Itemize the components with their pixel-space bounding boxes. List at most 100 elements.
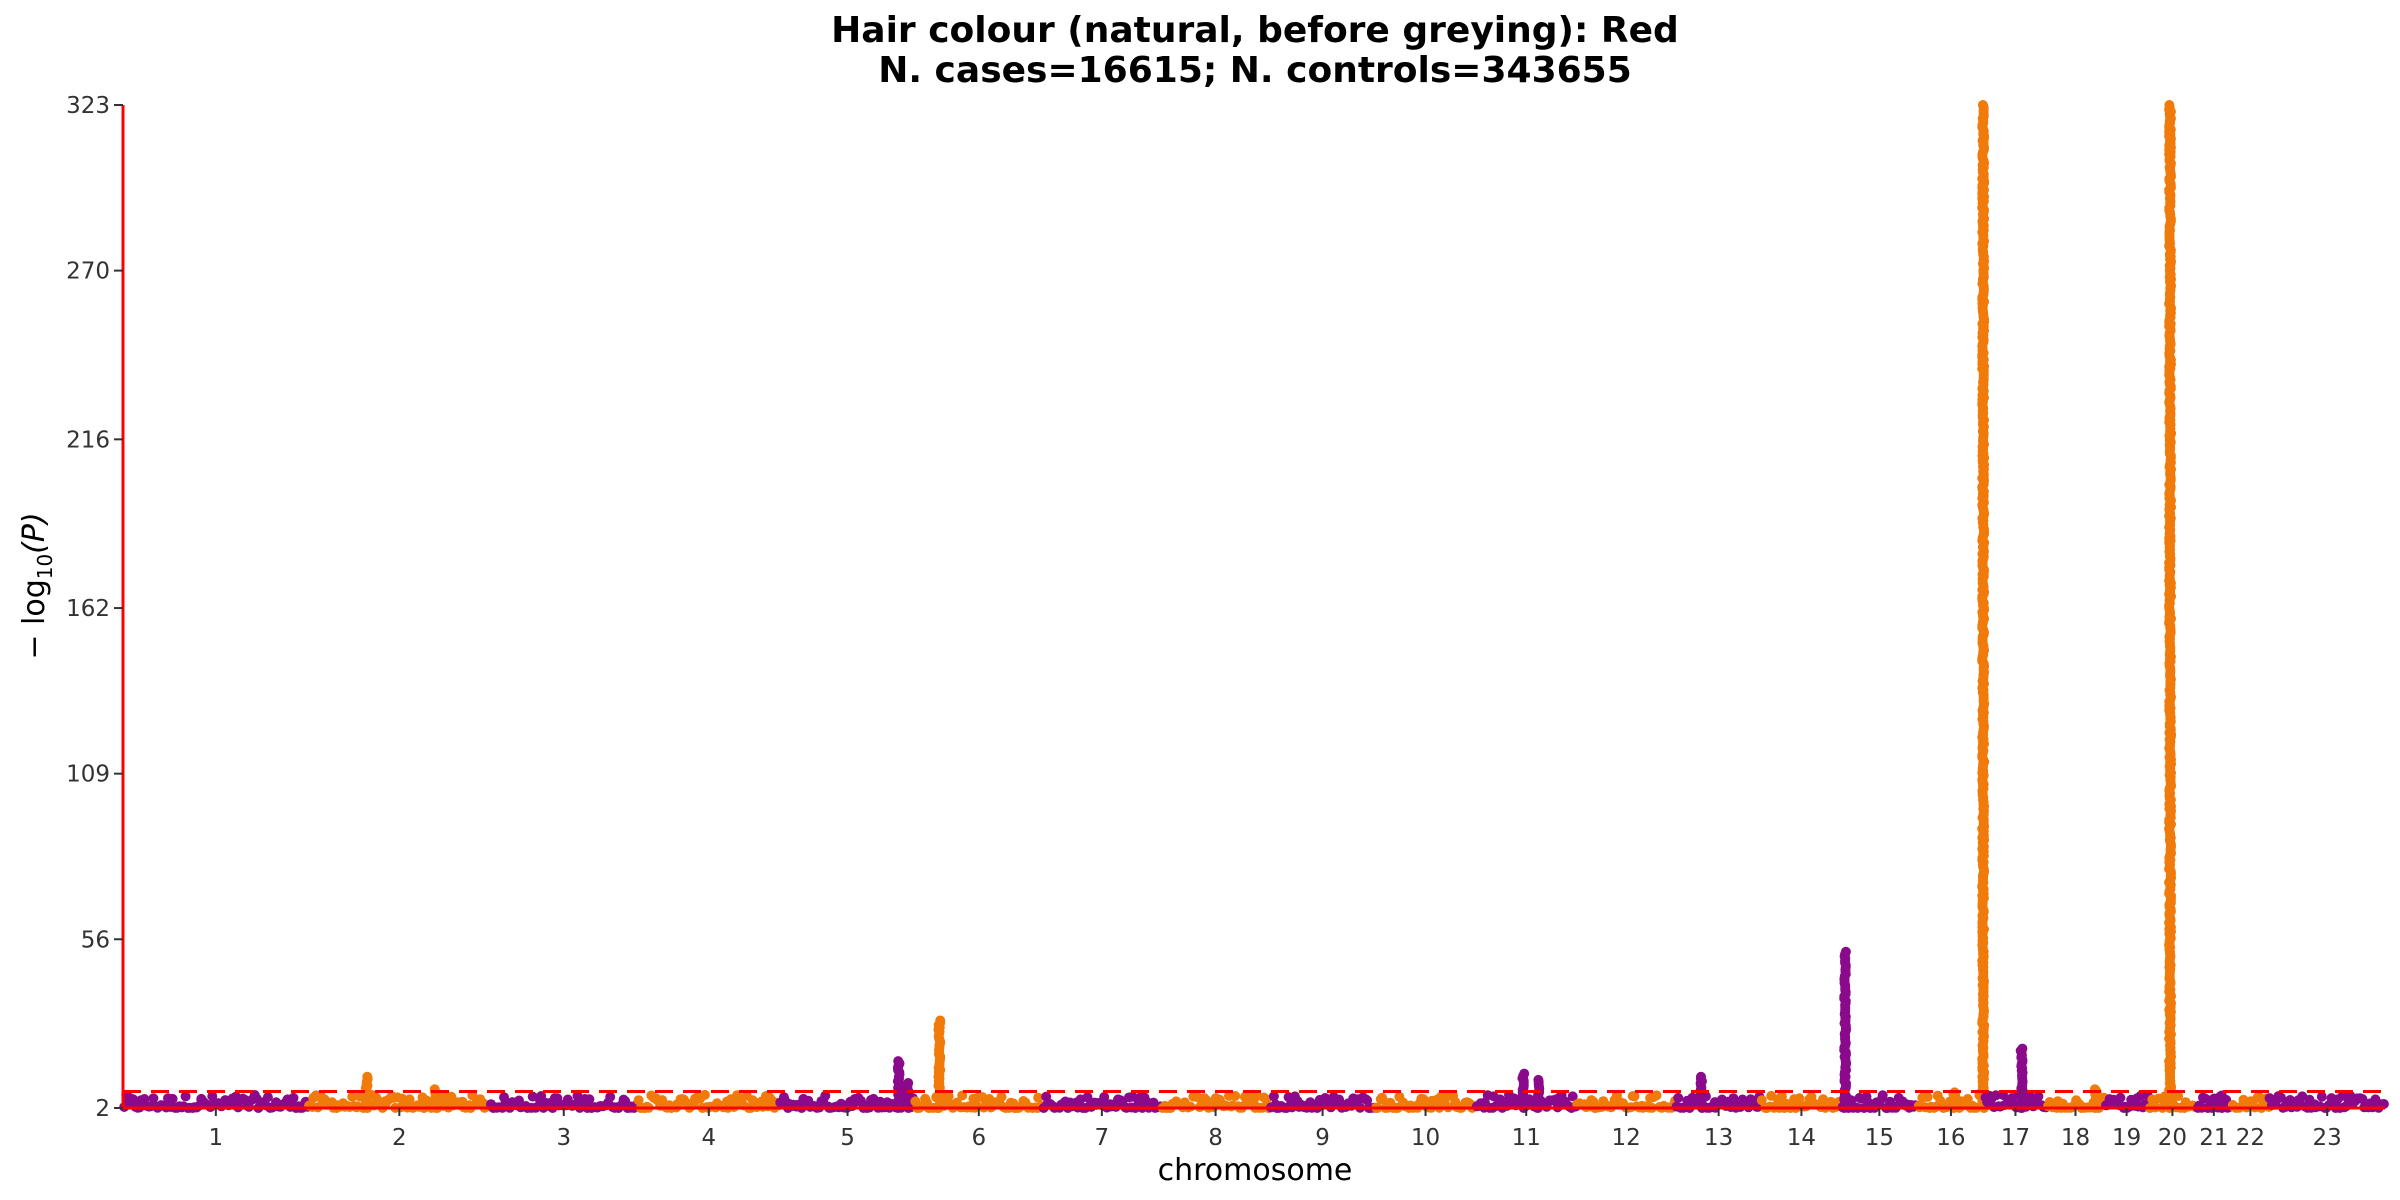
snp-point — [1418, 1094, 1429, 1105]
snp-point — [957, 1090, 968, 1101]
snp-point — [1629, 1091, 1640, 1102]
y-tick-label: 2 — [95, 1096, 110, 1122]
x-tick-label: 14 — [1787, 1125, 1816, 1151]
x-tick-label: 8 — [1208, 1125, 1223, 1151]
x-tick-label: 19 — [2112, 1125, 2141, 1151]
y-tick-label: 216 — [66, 427, 110, 453]
snp-point — [2216, 1090, 2227, 1101]
y-tick-label: 162 — [66, 596, 110, 622]
snp-point — [1696, 1071, 1706, 1082]
snp-point — [935, 1015, 946, 1026]
snp-point — [288, 1092, 299, 1103]
x-axis-title: chromosome — [1158, 1153, 1353, 1188]
y-axis-title-subscript: 10 — [33, 554, 57, 579]
snp-point — [207, 1091, 218, 1102]
x-tick-label: 7 — [1095, 1125, 1110, 1151]
chromosome-15-points — [1837, 946, 1921, 1113]
snp-point — [2164, 100, 2175, 110]
snp-point — [1673, 1092, 1684, 1103]
chart-title: Hair colour (natural, before greying): R… — [831, 10, 1679, 51]
snp-point — [893, 1056, 904, 1067]
x-tick-label: 15 — [1865, 1125, 1894, 1151]
snp-point — [262, 1092, 273, 1103]
snp-point — [1877, 1090, 1888, 1101]
x-tick-label: 20 — [2158, 1125, 2187, 1151]
snp-point — [148, 1093, 159, 1104]
snp-point — [943, 1091, 954, 1102]
snp-point — [362, 1071, 373, 1082]
snp-point — [2316, 1091, 2327, 1102]
snp-point — [1127, 1091, 1138, 1102]
chart-subtitle: N. cases=16615; N. controls=343655 — [878, 50, 1632, 91]
x-tick-label: 10 — [1411, 1125, 1440, 1151]
snp-point — [2033, 1091, 2044, 1102]
snp-point — [1567, 1091, 1578, 1102]
snp-point — [2115, 1092, 2126, 1103]
snp-point — [605, 1091, 616, 1102]
snp-point — [1362, 1095, 1373, 1106]
snp-point — [1099, 1092, 1110, 1102]
y-axis-title: − log10(P) — [17, 512, 57, 659]
snp-point — [1756, 1095, 1767, 1106]
snp-point — [1082, 1092, 1093, 1103]
snp-point — [1840, 946, 1851, 957]
snp-point — [180, 1091, 191, 1102]
snp-point — [1922, 1092, 1933, 1102]
chromosome-6-points — [910, 1015, 1047, 1113]
chromosome-5-points — [775, 1056, 918, 1113]
y-tick-label: 56 — [81, 927, 110, 953]
snp-point — [2135, 1090, 2146, 1101]
snp-point — [1977, 100, 1988, 110]
snp-point — [1519, 1068, 1530, 1079]
snp-point — [1041, 1091, 1052, 1102]
x-tick-label: 23 — [2313, 1125, 2342, 1151]
y-axis-title-tail: (P) — [17, 512, 52, 554]
x-tick-label: 22 — [2236, 1125, 2265, 1151]
y-tick-label: 270 — [66, 259, 110, 285]
x-tick-label: 1 — [209, 1125, 224, 1151]
snp-point — [903, 1078, 914, 1088]
chromosome-17-points — [1980, 1043, 2051, 1113]
x-tick-label: 11 — [1512, 1125, 1541, 1151]
snp-point — [1230, 1091, 1241, 1101]
snp-point — [1268, 1091, 1279, 1102]
snp-point — [167, 1093, 178, 1104]
x-tick-label: 6 — [971, 1125, 986, 1151]
snp-point — [2017, 1043, 2028, 1054]
snp-point — [404, 1094, 415, 1105]
snp-point — [584, 1094, 595, 1105]
x-tick-label: 21 — [2199, 1125, 2228, 1151]
snp-point — [1776, 1091, 1787, 1102]
snp-point — [1651, 1090, 1662, 1101]
x-tick-label: 17 — [2001, 1125, 2030, 1151]
x-tick-label: 2 — [392, 1125, 407, 1151]
snp-point — [996, 1091, 1007, 1102]
data-points — [119, 100, 2389, 1113]
x-axis-ticks: 1 2 3 4 5 6 7 8 9 10 11 12 13 14 15 16 17 18 19 20 21 22 23 — [209, 1108, 2342, 1151]
y-axis-ticks: 2 56 109 162 216 270 323 — [66, 93, 123, 1122]
snp-point — [699, 1089, 710, 1100]
y-tick-label: 109 — [66, 762, 110, 788]
chromosome-9-points — [1266, 1091, 1380, 1113]
x-tick-label: 13 — [1704, 1125, 1733, 1151]
snp-point — [820, 1090, 831, 1101]
x-tick-label: 3 — [556, 1125, 571, 1151]
snp-point — [1990, 1090, 2001, 1101]
y-axis-title-main: − log — [17, 579, 52, 659]
x-tick-label: 12 — [1612, 1125, 1641, 1151]
y-tick-label: 323 — [66, 93, 110, 119]
snp-point — [2173, 1091, 2184, 1102]
snp-point — [633, 1095, 644, 1106]
x-tick-label: 18 — [2061, 1125, 2090, 1151]
x-tick-label: 16 — [1936, 1125, 1965, 1151]
snp-point — [128, 1094, 139, 1105]
snp-point — [1033, 1092, 1044, 1103]
chromosome-16-points — [1913, 100, 1990, 1113]
x-tick-label: 4 — [702, 1125, 717, 1151]
x-tick-label: 5 — [840, 1125, 855, 1151]
x-tick-label: 9 — [1315, 1125, 1330, 1151]
snp-point — [1533, 1074, 1544, 1085]
snp-point — [347, 1091, 358, 1102]
chromosome-20-points — [2144, 100, 2201, 1113]
